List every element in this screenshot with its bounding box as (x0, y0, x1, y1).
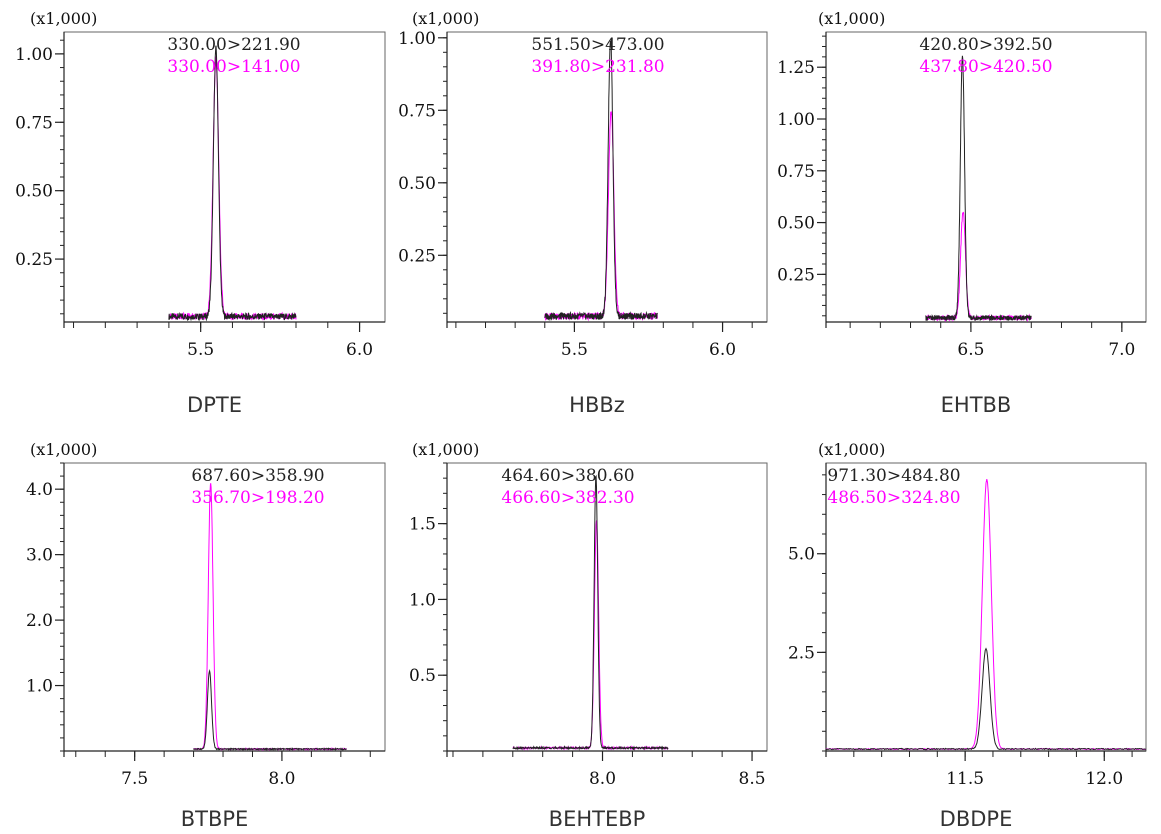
y-tick-label: 0.25 (15, 250, 53, 270)
x-tick-label: 7.5 (121, 769, 148, 789)
chart-panel-btbpe: 1.0 2.0 3.0 4.0 7.5 8.0 (x1,000) 687.60>358.903… (26, 440, 386, 831)
compound-name: BTBPE (181, 807, 249, 831)
y-tick-label: 0.50 (398, 174, 436, 194)
legend-entry: 466.60>382.30 (501, 488, 634, 508)
y-tick-label: 0.25 (777, 265, 815, 285)
y-tick-label: 2.5 (788, 643, 815, 663)
x-tick-label: 11.5 (946, 769, 984, 789)
series-trace-2 (168, 56, 297, 321)
legend-entry: 356.70>198.20 (191, 488, 324, 508)
legend-entry: 330.00>141.00 (167, 57, 300, 77)
x-tick-label: 5.5 (187, 340, 214, 360)
x-tick-label: 8.0 (268, 769, 295, 789)
legend-entry: 391.80>231.80 (531, 57, 664, 77)
y-tick-label: 0.75 (398, 101, 436, 121)
y-tick-label: 2.0 (26, 611, 53, 631)
y-tick-label: 0.50 (777, 214, 815, 234)
legend-entry: 687.60>358.90 (191, 466, 324, 486)
y-tick-label: 1.00 (777, 110, 815, 130)
x-tick-label: 8.0 (589, 769, 616, 789)
legend-entry: 420.80>392.50 (919, 35, 1052, 55)
compound-name: HBBz (569, 393, 625, 417)
y-tick-label: 1.0 (26, 677, 53, 697)
compound-name: DPTE (187, 393, 242, 417)
x-tick-label: 6.0 (346, 340, 373, 360)
y-scale-label: (x1,000) (412, 9, 479, 28)
y-tick-label: 4.0 (26, 480, 53, 500)
series-trace-1 (168, 45, 297, 322)
y-tick-label: 3.0 (26, 546, 53, 566)
legend-entry: 464.60>380.60 (501, 466, 634, 486)
x-tick-label: 5.5 (561, 340, 588, 360)
y-tick-label: 1.0 (409, 590, 436, 610)
y-scale-label: (x1,000) (818, 9, 885, 28)
y-tick-label: 1.00 (398, 29, 436, 49)
x-tick-label: 8.5 (739, 769, 766, 789)
y-scale-label: (x1,000) (412, 440, 479, 459)
chart-panel-behtebp: 0.5 1.0 1.5 8.0 8.5 (x1,000) 464.60>380.60466.… (409, 440, 768, 831)
compound-name: EHTBB (941, 393, 1012, 417)
legend-entry: 551.50>473.00 (531, 35, 664, 55)
y-tick-label: 0.5 (409, 666, 436, 686)
series-trace-2 (925, 211, 1032, 323)
series-trace-2 (512, 520, 669, 751)
legend-entry: 486.50>324.80 (827, 488, 960, 508)
chart-panel-dbdpe: 2.5 5.0 11.5 12.0 (x1,000) 971.30>484.80486.5… (788, 440, 1147, 831)
compound-name: DBDPE (940, 807, 1013, 831)
x-tick-label: 7.0 (1108, 340, 1135, 360)
chart-panel-dpte: 0.25 0.50 0.75 1.00 5.5 6.0 (x1,000) 330.00>221… (15, 9, 386, 417)
x-tick-label: 12.0 (1085, 769, 1123, 789)
y-scale-label: (x1,000) (30, 440, 97, 459)
y-tick-label: 1.00 (15, 45, 53, 65)
y-scale-label: (x1,000) (30, 9, 97, 28)
series-trace-1 (544, 39, 658, 322)
x-tick-label: 6.0 (709, 340, 736, 360)
legend-entry: 437.80>420.50 (919, 57, 1052, 77)
series-trace-2 (544, 111, 658, 322)
y-tick-label: 0.75 (15, 113, 53, 133)
series-trace-2 (825, 478, 1146, 751)
legend-entry: 330.00>221.90 (167, 35, 300, 55)
legend-entry: 971.30>484.80 (827, 466, 960, 486)
y-scale-label: (x1,000) (818, 440, 885, 459)
y-tick-label: 1.5 (409, 515, 436, 535)
y-tick-label: 5.0 (788, 545, 815, 565)
y-tick-label: 0.50 (15, 182, 53, 202)
series-trace-1 (512, 474, 669, 751)
compound-name: BEHTEBP (549, 807, 646, 831)
chart-panel-ehtbb: 0.25 0.50 0.75 1.00 1.25 6.5 7.0 (x1,000) 420.80… (777, 9, 1147, 417)
y-tick-label: 1.25 (777, 58, 815, 78)
y-tick-label: 0.75 (777, 162, 815, 182)
series-trace-2 (193, 483, 347, 751)
series-trace-1 (825, 647, 1147, 751)
series-trace-1 (193, 669, 347, 752)
series-trace-1 (925, 55, 1032, 322)
y-tick-label: 0.25 (398, 246, 436, 266)
chart-panel-hbbz: 0.25 0.50 0.75 1.00 5.5 6.0 (x1,000) 551.50>473… (398, 9, 768, 417)
x-tick-label: 6.5 (957, 340, 984, 360)
